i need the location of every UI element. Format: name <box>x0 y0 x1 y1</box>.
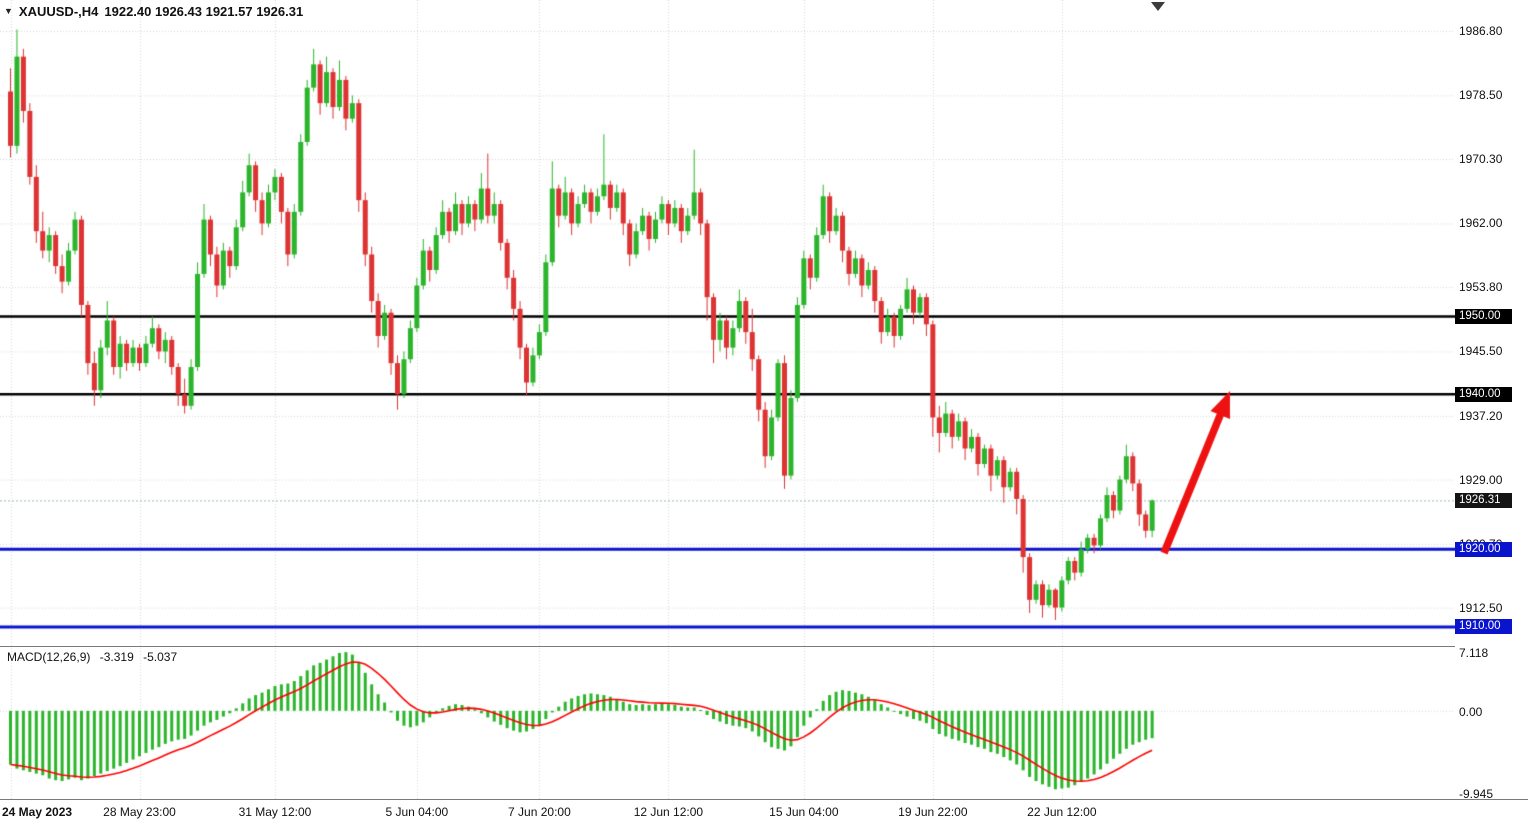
macd-indicator-label: MACD(12,26,9) -3.319 -5.037 <box>7 650 183 664</box>
time-axis-label: 22 Jun 12:00 <box>1027 805 1097 819</box>
chart-title: ▼ XAUUSD-,H4 1922.40 1926.43 1921.57 192… <box>4 4 303 19</box>
macd-axis-label-zero: 0.00 <box>1459 704 1483 719</box>
price-axis-label: 1978.50 <box>1459 88 1503 103</box>
time-axis-label: 12 Jun 12:00 <box>633 805 704 819</box>
macd-signal-value-label: -5.037 <box>143 650 178 664</box>
time-axis-label: 28 May 23:00 <box>103 805 176 819</box>
price-axis-label: 1945.50 <box>1459 344 1503 359</box>
price-level-label: 1920.00 <box>1455 541 1512 557</box>
chart-shift-marker-icon[interactable] <box>1151 2 1165 11</box>
title-marker-icon: ▼ <box>4 6 13 16</box>
price-axis[interactable]: 1986.80 1978.50 1970.30 1962.00 1953.80 1945.… <box>1455 0 1528 801</box>
price-axis-label: 1953.80 <box>1459 280 1503 295</box>
macd-axis-label-min: -9.945 <box>1459 786 1494 801</box>
macd-value-label: -3.319 <box>99 650 134 664</box>
time-axis-label: 15 Jun 04:00 <box>769 805 839 819</box>
time-axis-label: 24 May 2023 <box>2 805 73 819</box>
time-axis-label: 19 Jun 22:00 <box>898 805 968 819</box>
indicator-panel-separator[interactable] <box>0 646 1528 647</box>
price-axis-label: 1970.30 <box>1459 152 1503 167</box>
candlestick-chart-canvas[interactable] <box>0 0 1455 799</box>
macd-name-label: MACD(12,26,9) <box>7 650 91 664</box>
price-level-label: 1910.00 <box>1455 619 1512 635</box>
price-level-label: 1940.00 <box>1455 386 1512 402</box>
macd-axis-label-max: 7.118 <box>1459 645 1489 660</box>
price-axis-label: 1912.50 <box>1459 600 1503 615</box>
price-level-label: 1950.00 <box>1455 309 1512 325</box>
price-axis-label: 1929.00 <box>1459 472 1503 487</box>
price-axis-label: 1962.00 <box>1459 216 1503 231</box>
time-axis-label: 31 May 12:00 <box>238 805 312 819</box>
ohlc-values-label: 1922.40 1926.43 1921.57 1926.31 <box>104 4 304 19</box>
time-axis-label: 5 Jun 04:00 <box>385 805 449 819</box>
symbol-timeframe-label: XAUUSD-,H4 <box>18 4 99 19</box>
price-axis-label: 1937.20 <box>1459 408 1503 423</box>
current-price-label: 1926.31 <box>1455 492 1512 508</box>
time-axis-label: 7 Jun 20:00 <box>508 805 571 819</box>
time-axis[interactable]: 24 May 2023 28 May 23:00 31 May 12:00 5 Jun… <box>0 799 1528 825</box>
price-axis-label: 1986.80 <box>1459 24 1503 38</box>
